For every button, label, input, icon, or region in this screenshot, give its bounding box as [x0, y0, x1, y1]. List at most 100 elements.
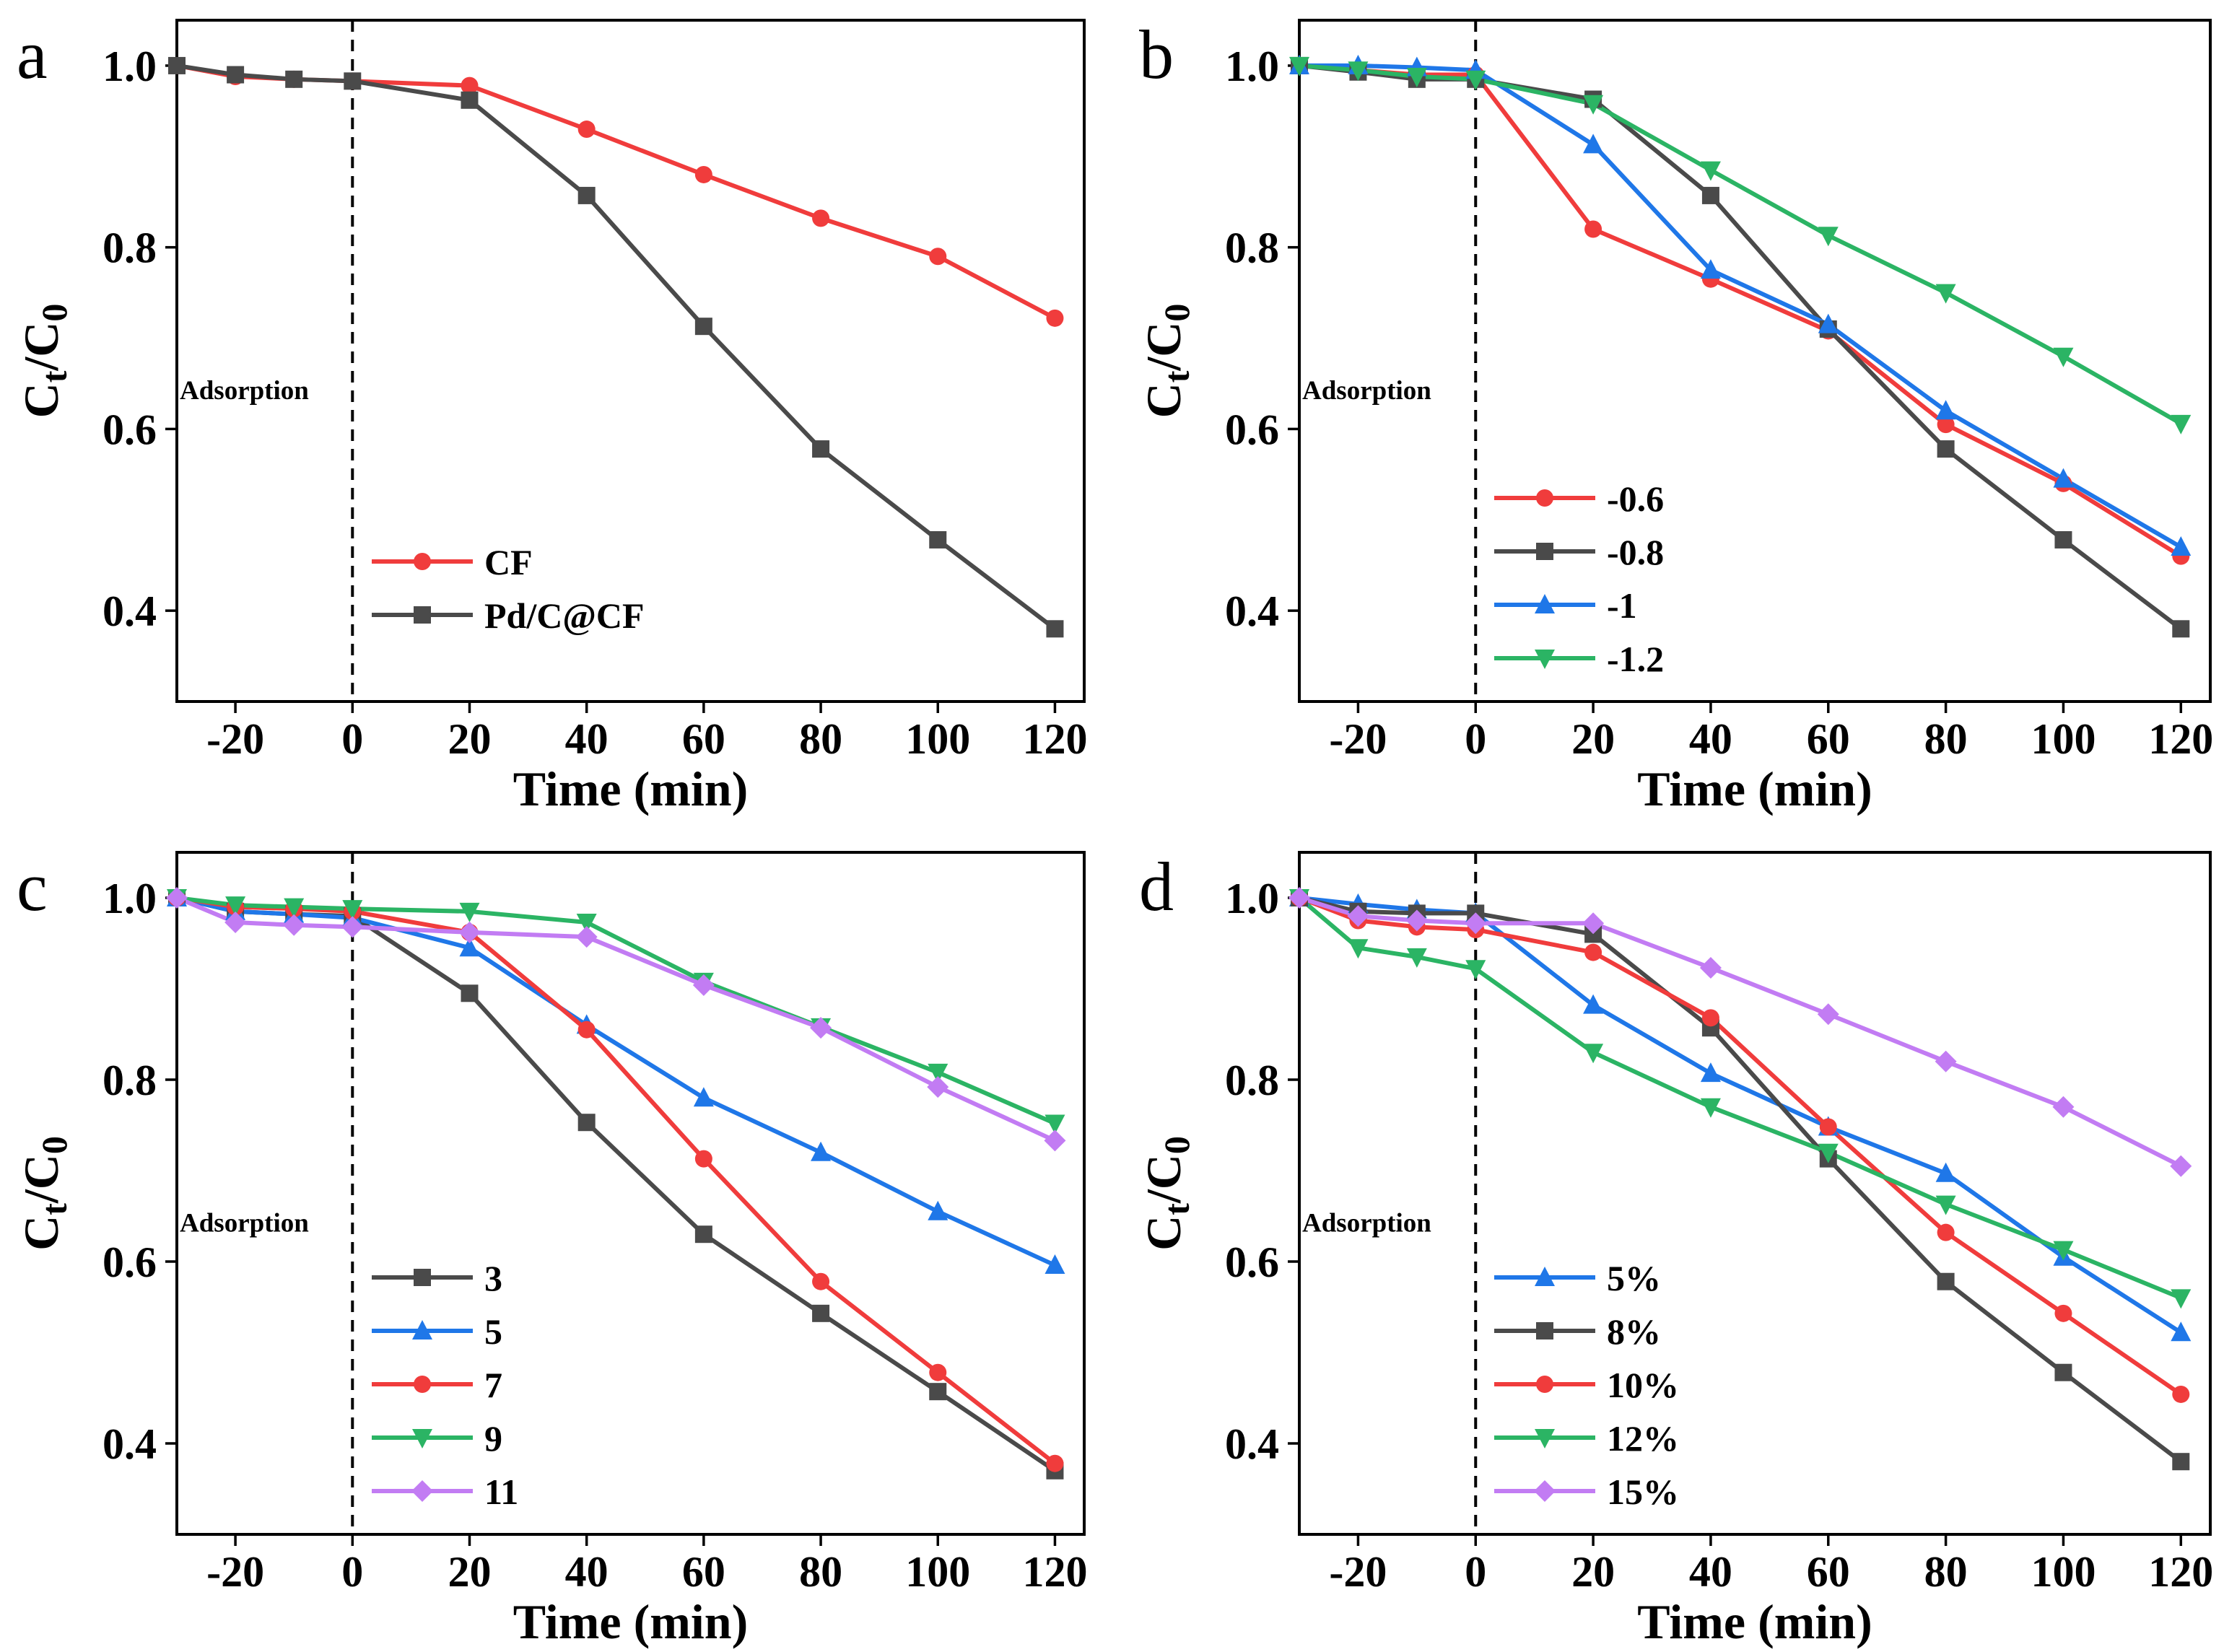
x-tick-label: -20: [206, 715, 264, 763]
y-tick-label: 0.4: [1225, 1420, 1279, 1468]
data-point: [1700, 1098, 1721, 1118]
data-point: [227, 66, 245, 84]
series-line: [1299, 896, 2182, 1334]
data-point: [1348, 61, 1369, 82]
series-line: [176, 63, 1056, 320]
x-tick-label: 40: [1689, 1548, 1732, 1596]
data-point: [2171, 1289, 2192, 1309]
data-point: [577, 186, 596, 204]
y-tick-label: 0.6: [103, 1238, 157, 1286]
legend-entry: 12%: [1494, 1418, 1679, 1459]
y-axis-title-part: C: [1136, 1215, 1191, 1251]
legend-marker: [1536, 489, 1553, 507]
series-line: [1299, 63, 2182, 549]
data-point: [1935, 284, 1956, 304]
data-point: [2054, 1304, 2072, 1322]
data-point: [1348, 939, 1369, 959]
data-point: [2171, 1321, 2192, 1342]
legend-label: CF: [484, 542, 533, 582]
legend-label: 7: [484, 1365, 502, 1405]
data-point: [1044, 1129, 1066, 1152]
x-tick-label: 0: [1465, 715, 1486, 763]
data-point: [2054, 530, 2072, 549]
data-point: [1045, 1254, 1065, 1275]
data-point: [812, 1272, 830, 1290]
x-tick-label: 80: [799, 1548, 842, 1596]
legend-entry: 3: [372, 1258, 502, 1298]
legend-marker: [1534, 1480, 1556, 1502]
data-point: [812, 440, 830, 458]
data-point: [225, 896, 246, 917]
data-point: [928, 1063, 949, 1083]
y-axis-title-part: 0: [1156, 1136, 1197, 1154]
data-point: [1406, 948, 1427, 968]
y-tick-label: 0.6: [103, 406, 157, 453]
data-point: [224, 912, 247, 934]
series-line: [176, 896, 1056, 1126]
data-point: [2171, 414, 2192, 434]
x-tick-label: 120: [1022, 1548, 1087, 1596]
data-point: [1583, 994, 1604, 1014]
data-point: [2053, 347, 2074, 367]
chart-panel-b: b -20 0 20 40 60 80 100 120 0.4 0.6 0.8 1.0 Time (min…: [1136, 16, 2213, 816]
data-point: [1818, 313, 1839, 333]
data-point: [1817, 1003, 1839, 1026]
legend-entry: -1: [1494, 585, 1637, 626]
data-point: [283, 914, 305, 936]
chart-panel-a: a -20 0 20 40 60 80 100 120 0.4 0.6 0.8 1.0 Time (min…: [14, 16, 1087, 816]
data-point: [928, 1200, 949, 1220]
x-tick-label: 60: [1807, 715, 1850, 763]
y-tick-label: 0.8: [103, 1057, 157, 1104]
data-point: [810, 1017, 832, 1039]
data-point: [459, 902, 480, 922]
y-tick-label: 0.4: [1225, 587, 1279, 635]
data-point: [694, 1150, 712, 1168]
legend-label: 15%: [1607, 1472, 1679, 1512]
data-point: [2053, 1241, 2074, 1261]
y-axis-title: Ct/C0: [14, 1136, 74, 1251]
legend-label: 3: [484, 1258, 502, 1298]
y-axis-title-part: C: [1136, 383, 1191, 418]
x-tick-label: 80: [1924, 1548, 1968, 1596]
data-point: [2172, 1453, 2190, 1471]
x-axis-title: Time (min): [1637, 761, 1872, 816]
x-tick-label: 100: [2031, 715, 2096, 763]
series-line: [1299, 896, 2182, 1168]
adsorption-annotation: Adsorption: [1302, 376, 1431, 406]
y-tick-label: 1.0: [1225, 43, 1279, 90]
y-tick-label: 0.8: [1225, 1057, 1279, 1104]
data-point: [929, 530, 947, 549]
y-axis-title-part: 0: [34, 1136, 74, 1154]
y-tick-label: 0.8: [1225, 224, 1279, 272]
data-point: [577, 1021, 596, 1039]
data-point: [2054, 1363, 2072, 1381]
x-axis-title: Time (min): [513, 761, 749, 816]
y-axis-title-part: /C: [14, 322, 69, 372]
data-point: [1465, 960, 1486, 980]
legend-marker: [414, 606, 431, 624]
legend-label: -0.8: [1607, 532, 1664, 572]
legend-marker: [412, 1320, 432, 1339]
legend-label: 9: [484, 1418, 502, 1459]
data-point: [1935, 1162, 1956, 1182]
y-axis-title-part: /C: [1136, 1154, 1191, 1204]
data-point: [2172, 620, 2190, 638]
legend-marker: [1535, 650, 1555, 669]
data-point: [341, 916, 364, 938]
legend-entry: -1.2: [1494, 639, 1664, 679]
data-point: [1584, 220, 1602, 238]
y-axis-title-part: C: [14, 1215, 69, 1251]
adsorption-annotation: Adsorption: [180, 376, 309, 406]
data-point: [1289, 56, 1309, 77]
y-tick-label: 0.4: [103, 1420, 157, 1468]
y-tick-label: 0.8: [103, 224, 157, 272]
legend-label: 11: [484, 1472, 518, 1512]
x-tick-label: 100: [905, 715, 970, 763]
legend-entry: -0.8: [1494, 532, 1664, 572]
data-point: [1819, 1118, 1837, 1136]
data-point: [576, 914, 597, 934]
y-axis-title-part: /C: [1136, 322, 1191, 372]
data-point: [1046, 1454, 1064, 1472]
panel-letter: d: [1139, 848, 1174, 925]
series-line: [1298, 896, 2182, 1397]
